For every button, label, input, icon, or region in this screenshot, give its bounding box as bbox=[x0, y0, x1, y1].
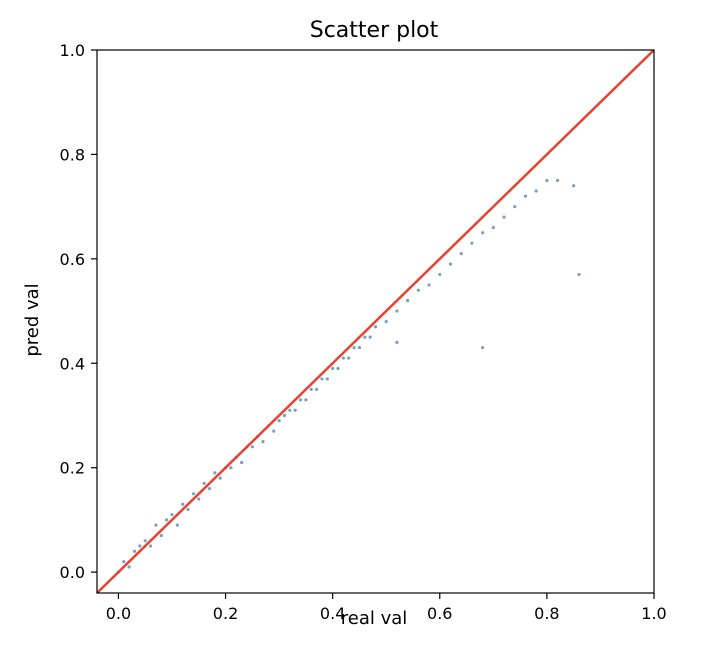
scatter-point bbox=[293, 408, 297, 412]
y-tick-label: 0.0 bbox=[60, 563, 85, 582]
scatter-point bbox=[159, 533, 163, 538]
scatter-point bbox=[352, 346, 356, 350]
scatter-point bbox=[406, 299, 410, 303]
scatter-point bbox=[384, 319, 388, 324]
scatter-point bbox=[143, 539, 147, 543]
x-tick-label: 0.6 bbox=[427, 604, 452, 623]
scatter-point bbox=[577, 272, 581, 277]
scatter-point bbox=[357, 346, 362, 350]
scatter-point bbox=[491, 225, 495, 230]
scatter-point bbox=[154, 523, 158, 527]
scatter-point bbox=[331, 366, 335, 371]
x-axis-label: real val bbox=[341, 608, 408, 629]
scatter-point bbox=[240, 460, 244, 465]
scatter-point bbox=[282, 413, 287, 418]
y-tick-label: 0.4 bbox=[60, 354, 85, 373]
y-tick-label: 0.2 bbox=[60, 459, 85, 478]
y-tick-label: 0.6 bbox=[60, 250, 85, 269]
scatter-point bbox=[191, 492, 195, 496]
scatter-points bbox=[116, 178, 581, 574]
scatter-point bbox=[309, 387, 313, 391]
scatter-point bbox=[261, 439, 265, 444]
reference-line bbox=[96, 49, 655, 594]
scatter-point bbox=[395, 309, 399, 313]
x-tick-label: 0.2 bbox=[213, 604, 238, 623]
x-tick-label: 0.0 bbox=[106, 604, 131, 623]
scatter-point bbox=[395, 340, 399, 344]
scatter-point bbox=[122, 560, 126, 564]
y-tick-label: 1.0 bbox=[60, 41, 85, 60]
scatter-point bbox=[250, 445, 254, 449]
scatter-point bbox=[470, 241, 474, 245]
scatter-point bbox=[202, 481, 206, 485]
scatter-point bbox=[502, 215, 506, 219]
chart-title: Scatter plot bbox=[310, 18, 439, 43]
scatter-point bbox=[545, 178, 549, 183]
y-axis-label: pred val bbox=[22, 283, 43, 356]
scatter-point bbox=[132, 549, 137, 553]
x-tick-label: 0.4 bbox=[320, 604, 345, 623]
scatter-point bbox=[513, 205, 517, 209]
x-tick-label: 0.8 bbox=[534, 604, 559, 623]
scatter-point bbox=[298, 398, 303, 402]
scatter-point bbox=[373, 325, 378, 329]
x-axis-ticks: 0.0 0.2 0.4 0.6 0.8 1.0 bbox=[106, 593, 667, 623]
scatter-point bbox=[165, 518, 169, 522]
scatter-point bbox=[138, 544, 142, 548]
scatter-point bbox=[320, 377, 324, 381]
scatter-point bbox=[363, 335, 367, 339]
scatter-point bbox=[325, 377, 329, 381]
scatter-point bbox=[438, 272, 442, 277]
scatter-point bbox=[523, 194, 528, 198]
scatter-point bbox=[481, 231, 485, 235]
scatter-point bbox=[534, 189, 538, 193]
scatter-point bbox=[341, 356, 345, 360]
scatter-point bbox=[148, 544, 153, 548]
scatter-point bbox=[416, 288, 420, 292]
scatter-point bbox=[336, 366, 340, 371]
scatter-point bbox=[448, 262, 453, 266]
scatter-point bbox=[459, 252, 463, 256]
scatter-point bbox=[556, 178, 560, 183]
y-tick-label: 0.8 bbox=[60, 145, 85, 164]
scatter-point bbox=[347, 356, 351, 360]
scatter-point bbox=[175, 523, 179, 527]
scatter-point bbox=[314, 387, 319, 391]
scatter-point bbox=[181, 502, 185, 506]
scatter-point bbox=[572, 184, 576, 188]
scatter-point bbox=[277, 419, 281, 423]
scatter-point bbox=[218, 476, 222, 480]
scatter-point bbox=[186, 507, 190, 512]
x-tick-label: 1.0 bbox=[641, 604, 666, 623]
scatter-point bbox=[368, 335, 372, 339]
scatter-point bbox=[427, 283, 431, 287]
scatter-point bbox=[127, 565, 131, 569]
plot-area-frame bbox=[96, 49, 655, 594]
scatter-point bbox=[288, 408, 292, 412]
scatter-point bbox=[170, 513, 174, 517]
scatter-point bbox=[304, 398, 308, 402]
scatter-point bbox=[229, 466, 233, 470]
scatter-point bbox=[272, 429, 276, 433]
scatter-point bbox=[481, 346, 485, 350]
scatter-point bbox=[207, 486, 212, 491]
scatter-point bbox=[197, 497, 201, 501]
scatter-point bbox=[213, 471, 217, 475]
y-axis-ticks: 0.0 0.2 0.4 0.6 0.8 1.0 bbox=[60, 41, 97, 582]
